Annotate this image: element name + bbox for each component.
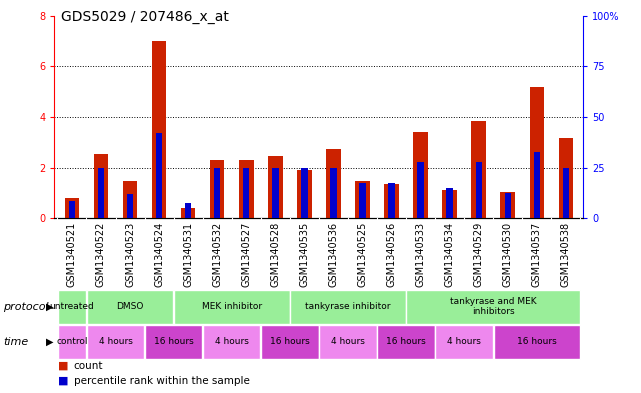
Text: GSM1340521: GSM1340521 [67, 222, 77, 287]
Text: GSM1340523: GSM1340523 [125, 222, 135, 287]
Text: DMSO: DMSO [117, 302, 144, 311]
Text: GSM1340536: GSM1340536 [328, 222, 338, 286]
Text: GSM1340529: GSM1340529 [474, 222, 484, 287]
Bar [239, 160, 254, 218]
Text: ■: ■ [58, 376, 68, 386]
Text: GSM1340537: GSM1340537 [532, 222, 542, 287]
Bar [87, 290, 173, 323]
Bar [558, 138, 573, 218]
Bar [272, 167, 278, 218]
Bar [326, 149, 340, 218]
Text: GSM1340531: GSM1340531 [183, 222, 193, 286]
Bar [174, 290, 290, 323]
Text: 4 hours: 4 hours [331, 338, 365, 346]
Text: tankyrase and MEK
inhibitors: tankyrase and MEK inhibitors [450, 297, 537, 316]
Text: GSM1340522: GSM1340522 [96, 222, 106, 287]
Text: GSM1340534: GSM1340534 [445, 222, 454, 286]
Bar [127, 194, 133, 218]
Text: GSM1340533: GSM1340533 [415, 222, 426, 286]
Text: MEK inhibitor: MEK inhibitor [202, 302, 262, 311]
Text: GSM1340526: GSM1340526 [387, 222, 397, 287]
Text: GSM1340528: GSM1340528 [271, 222, 280, 287]
Bar [69, 201, 75, 218]
Text: GSM1340538: GSM1340538 [561, 222, 571, 286]
Bar [243, 167, 249, 218]
Bar [406, 290, 580, 323]
Text: 4 hours: 4 hours [99, 338, 133, 346]
Text: ▶: ▶ [46, 337, 54, 347]
Bar [501, 191, 515, 218]
Text: control: control [56, 338, 88, 346]
Bar [152, 41, 167, 218]
Bar [417, 162, 424, 218]
Text: untreated: untreated [49, 302, 94, 311]
Text: percentile rank within the sample: percentile rank within the sample [74, 376, 249, 386]
Bar [384, 184, 399, 218]
Bar [268, 156, 283, 218]
Bar [529, 86, 544, 218]
Text: 16 hours: 16 hours [270, 338, 310, 346]
Bar [181, 208, 196, 218]
Bar [145, 325, 203, 359]
Bar [58, 325, 86, 359]
Bar [355, 182, 370, 218]
Text: 16 hours: 16 hours [386, 338, 426, 346]
Bar [471, 121, 486, 218]
Bar [58, 290, 86, 323]
Text: count: count [74, 361, 103, 371]
Bar [261, 325, 319, 359]
Bar [301, 167, 308, 218]
Bar [360, 183, 365, 218]
Text: tankyrase inhibitor: tankyrase inhibitor [305, 302, 391, 311]
Text: 16 hours: 16 hours [517, 338, 556, 346]
Bar [446, 188, 453, 218]
Bar [504, 193, 511, 218]
Text: GDS5029 / 207486_x_at: GDS5029 / 207486_x_at [61, 10, 229, 24]
Bar [94, 154, 108, 218]
Bar [290, 290, 406, 323]
Bar [388, 183, 395, 218]
Bar [435, 325, 493, 359]
Bar [442, 190, 457, 218]
Text: protocol: protocol [3, 301, 49, 312]
Text: 4 hours: 4 hours [447, 338, 481, 346]
Text: ▶: ▶ [46, 301, 54, 312]
Text: 4 hours: 4 hours [215, 338, 249, 346]
Bar [413, 132, 428, 218]
Bar [185, 203, 192, 218]
Text: GSM1340527: GSM1340527 [241, 222, 251, 287]
Bar [87, 325, 144, 359]
Bar [494, 325, 580, 359]
Bar [533, 152, 540, 218]
Bar [123, 182, 137, 218]
Bar [476, 162, 482, 218]
Text: 16 hours: 16 hours [154, 338, 194, 346]
Bar [297, 170, 312, 218]
Bar [214, 167, 221, 218]
Bar [319, 325, 377, 359]
Text: GSM1340525: GSM1340525 [358, 222, 367, 287]
Bar [98, 167, 104, 218]
Bar [330, 167, 337, 218]
Text: time: time [3, 337, 28, 347]
Bar [563, 167, 569, 218]
Text: GSM1340532: GSM1340532 [212, 222, 222, 287]
Bar [203, 325, 260, 359]
Bar [156, 133, 162, 218]
Text: ■: ■ [58, 361, 68, 371]
Bar [210, 160, 224, 218]
Text: GSM1340530: GSM1340530 [503, 222, 513, 286]
Bar [65, 198, 79, 218]
Text: GSM1340535: GSM1340535 [299, 222, 310, 287]
Bar [378, 325, 435, 359]
Text: GSM1340524: GSM1340524 [154, 222, 164, 287]
